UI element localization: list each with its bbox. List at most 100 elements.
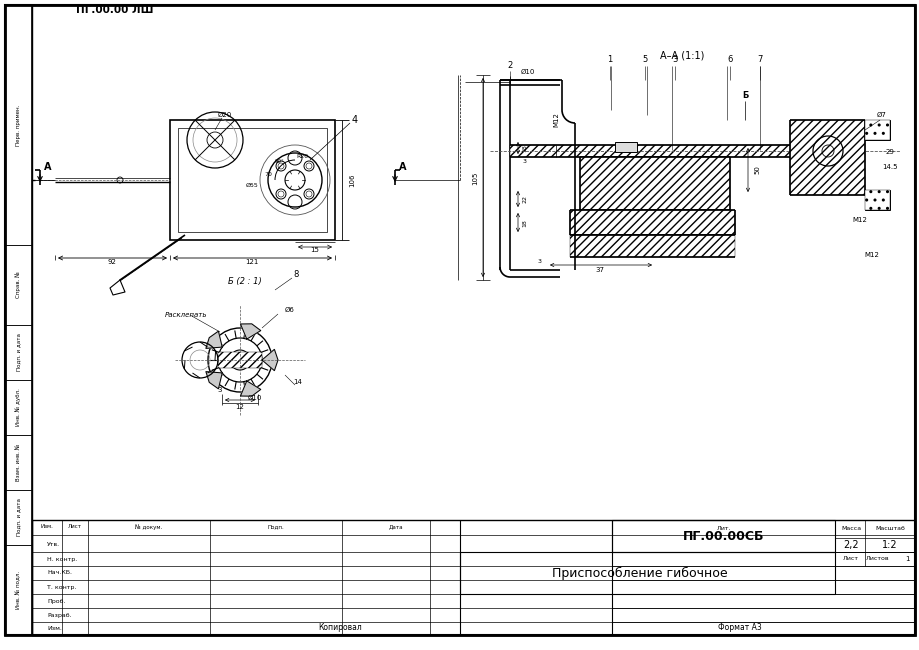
- Polygon shape: [206, 372, 222, 389]
- Text: Справ. №: Справ. №: [16, 272, 21, 298]
- Text: M12: M12: [852, 217, 867, 223]
- Text: 1: 1: [607, 55, 612, 64]
- Text: Подп. и дата: Подп. и дата: [16, 333, 21, 372]
- Text: ПГ.00.00 ЛШ: ПГ.00.00 ЛШ: [76, 5, 153, 15]
- Bar: [177, 128, 326, 232]
- Text: Ø6: Ø6: [285, 307, 295, 313]
- Text: 29: 29: [885, 149, 893, 155]
- Text: 15: 15: [311, 247, 319, 253]
- Bar: [32, 520, 914, 635]
- Text: Лит.: Лит.: [716, 525, 731, 530]
- Text: ПГ.00.00СБ: ПГ.00.00СБ: [683, 530, 764, 543]
- Bar: [864, 120, 889, 140]
- Text: 18: 18: [522, 144, 527, 152]
- Text: № докум.: № докум.: [135, 524, 163, 530]
- Polygon shape: [110, 280, 125, 295]
- Text: 3: 3: [218, 387, 222, 393]
- Bar: [5, 490, 32, 545]
- Text: 5: 5: [641, 55, 647, 64]
- Text: Масса: Масса: [840, 525, 860, 530]
- Text: Изм.: Изм.: [47, 627, 62, 632]
- Text: 22: 22: [522, 195, 527, 203]
- Text: 14.5: 14.5: [881, 164, 897, 170]
- Bar: [611, 520, 834, 552]
- Text: R20: R20: [296, 155, 308, 159]
- Bar: [864, 190, 889, 210]
- Bar: [460, 552, 834, 594]
- Polygon shape: [262, 349, 278, 370]
- Bar: [5, 435, 32, 490]
- Bar: [170, 120, 335, 240]
- Text: Лист: Лист: [842, 556, 858, 562]
- Text: 106: 106: [348, 174, 355, 187]
- Text: Ø10: Ø10: [520, 69, 535, 75]
- Text: 6: 6: [727, 55, 732, 64]
- Text: 14: 14: [293, 379, 302, 385]
- Bar: [579, 157, 729, 210]
- Text: Подп. и дата: Подп. и дата: [16, 499, 21, 536]
- Text: А–А (1:1): А–А (1:1): [659, 50, 703, 60]
- Text: Лист: Лист: [68, 525, 82, 530]
- Text: Нач.КБ.: Нач.КБ.: [47, 571, 72, 575]
- Text: 105: 105: [471, 172, 478, 185]
- Bar: [864, 190, 889, 210]
- Bar: [218, 352, 262, 368]
- Text: 37: 37: [595, 267, 604, 273]
- Text: Проб.: Проб.: [47, 599, 65, 603]
- Text: 2,2: 2,2: [843, 540, 857, 550]
- Text: 7: 7: [756, 55, 762, 64]
- Text: Утв.: Утв.: [47, 541, 60, 547]
- Text: Ø20: Ø20: [218, 112, 232, 118]
- Text: Б (2 : 1): Б (2 : 1): [228, 278, 262, 287]
- Text: 8: 8: [293, 270, 299, 280]
- Polygon shape: [206, 332, 222, 348]
- Text: 3: 3: [538, 259, 541, 265]
- Text: Ø10: Ø10: [247, 395, 262, 401]
- Text: Масштаб: Масштаб: [874, 525, 904, 530]
- Text: Взам. инв. №: Взам. инв. №: [16, 444, 21, 481]
- Text: Подп.: Подп.: [267, 525, 284, 530]
- Text: 18: 18: [522, 219, 527, 227]
- Text: 92: 92: [108, 259, 117, 265]
- Bar: [5, 245, 32, 325]
- Text: M12: M12: [552, 112, 559, 127]
- Text: 3: 3: [522, 159, 527, 164]
- Bar: [570, 210, 734, 235]
- Text: 1:2: 1:2: [881, 540, 897, 550]
- Text: 70: 70: [264, 172, 272, 177]
- Text: 12: 12: [235, 404, 244, 410]
- Text: Копировал: Копировал: [318, 623, 361, 632]
- Bar: [5, 325, 32, 380]
- Text: 4: 4: [352, 115, 357, 125]
- Text: Ø7: Ø7: [876, 112, 886, 118]
- Text: Разраб.: Разраб.: [47, 612, 72, 618]
- Polygon shape: [240, 324, 260, 339]
- Text: 2: 2: [506, 60, 512, 70]
- Text: M12: M12: [864, 252, 879, 258]
- Text: Перв. примен.: Перв. примен.: [16, 104, 21, 146]
- Text: А: А: [399, 162, 406, 172]
- Bar: [5, 5, 32, 245]
- Bar: [5, 380, 32, 435]
- Text: 1: 1: [903, 556, 908, 562]
- Bar: [614, 142, 636, 152]
- Text: Инв. № подл.: Инв. № подл.: [16, 571, 21, 609]
- Text: А: А: [44, 162, 51, 172]
- Bar: [570, 235, 734, 257]
- Text: Изм.: Изм.: [40, 525, 53, 530]
- Text: Инв. № дубл.: Инв. № дубл.: [16, 389, 21, 426]
- Bar: [789, 120, 864, 195]
- Bar: [864, 120, 889, 140]
- Bar: [5, 545, 32, 635]
- Text: 3: 3: [672, 55, 677, 64]
- Text: Формат А3: Формат А3: [718, 623, 761, 632]
- Text: 50: 50: [754, 166, 759, 174]
- Polygon shape: [240, 381, 260, 396]
- Text: Приспособление гибочное: Приспособление гибочное: [551, 566, 727, 580]
- Text: Ø55: Ø55: [245, 183, 258, 187]
- Bar: [509, 145, 819, 157]
- Text: Дата: Дата: [388, 525, 403, 530]
- Text: Расклепать: Расклепать: [165, 312, 208, 318]
- Text: Н. контр.: Н. контр.: [47, 556, 77, 562]
- Text: Б: Б: [741, 90, 747, 99]
